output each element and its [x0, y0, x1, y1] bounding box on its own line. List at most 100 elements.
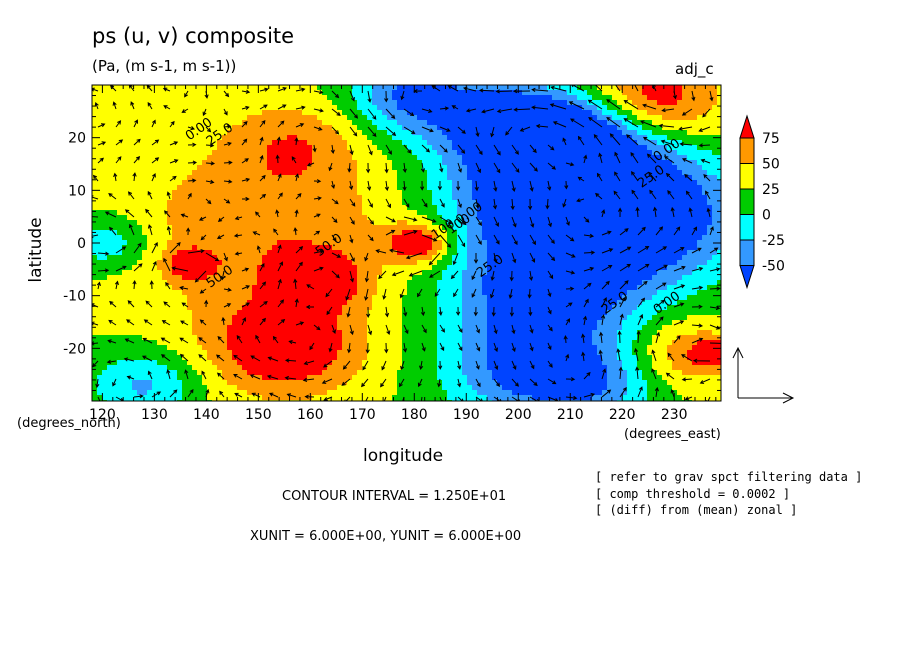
field-cell	[477, 270, 483, 276]
field-cell	[92, 265, 98, 271]
field-cell	[327, 220, 333, 226]
field-cell	[202, 290, 208, 296]
field-cell	[217, 245, 223, 251]
field-cell	[252, 85, 258, 91]
field-cell	[97, 290, 103, 296]
field-cell	[462, 355, 468, 361]
field-cell	[252, 290, 258, 296]
field-cell	[242, 100, 248, 106]
field-cell	[412, 225, 418, 231]
field-cell	[127, 310, 133, 316]
field-cell	[292, 275, 298, 281]
field-cell	[212, 180, 218, 186]
field-cell	[192, 260, 198, 266]
field-cell	[257, 190, 263, 196]
field-cell	[277, 320, 283, 326]
field-cell	[402, 135, 408, 141]
field-cell	[137, 270, 143, 276]
field-cell	[157, 265, 163, 271]
field-cell	[127, 255, 133, 261]
field-cell	[252, 280, 258, 286]
field-cell	[272, 140, 278, 146]
field-cell	[222, 100, 228, 106]
field-cell	[457, 270, 463, 276]
field-cell	[252, 265, 258, 271]
field-cell	[332, 145, 338, 151]
field-cell	[437, 230, 443, 236]
field-cell	[157, 95, 163, 101]
field-cell	[232, 320, 238, 326]
field-cell	[382, 345, 388, 351]
field-cell	[452, 145, 458, 151]
field-cell	[97, 210, 103, 216]
field-cell	[337, 245, 343, 251]
field-cell	[212, 245, 218, 251]
field-cell	[137, 305, 143, 311]
field-cell	[92, 390, 98, 396]
field-cell	[227, 220, 233, 226]
field-cell	[157, 335, 163, 341]
field-cell	[177, 250, 183, 256]
field-cell	[177, 115, 183, 121]
field-cell	[252, 170, 258, 176]
field-cell	[287, 180, 293, 186]
field-cell	[402, 205, 408, 211]
field-cell	[197, 370, 203, 376]
field-cell	[277, 370, 283, 376]
field-cell	[312, 240, 318, 246]
field-cell	[342, 295, 348, 301]
field-cell	[287, 300, 293, 306]
field-cell	[237, 380, 243, 386]
field-cell	[337, 370, 343, 376]
field-cell	[92, 250, 98, 256]
field-cell	[112, 385, 118, 391]
field-cell	[422, 140, 428, 146]
field-cell	[202, 345, 208, 351]
field-cell	[362, 175, 368, 181]
field-cell	[277, 235, 283, 241]
field-cell	[117, 385, 123, 391]
field-cell	[187, 340, 193, 346]
field-cell	[477, 175, 483, 181]
field-cell	[197, 100, 203, 106]
field-cell	[417, 390, 423, 396]
field-cell	[332, 375, 338, 381]
field-cell	[172, 220, 178, 226]
field-cell	[177, 395, 183, 401]
field-cell	[322, 240, 328, 246]
field-cell	[452, 255, 458, 261]
field-cell	[397, 140, 403, 146]
field-cell	[242, 185, 248, 191]
field-cell	[172, 150, 178, 156]
field-cell	[357, 370, 363, 376]
field-cell	[242, 250, 248, 256]
field-cell	[127, 220, 133, 226]
field-cell	[407, 195, 413, 201]
field-cell	[262, 365, 268, 371]
field-cell	[227, 280, 233, 286]
field-cell	[352, 245, 358, 251]
field-cell	[192, 330, 198, 336]
field-cell	[407, 340, 413, 346]
field-cell	[412, 370, 418, 376]
field-cell	[457, 280, 463, 286]
field-cell	[227, 355, 233, 361]
field-cell	[132, 300, 138, 306]
field-cell	[362, 130, 368, 136]
field-cell	[272, 175, 278, 181]
field-cell	[362, 320, 368, 326]
field-cell	[262, 325, 268, 331]
field-cell	[367, 145, 373, 151]
field-cell	[312, 215, 318, 221]
field-cell	[117, 310, 123, 316]
field-cell	[202, 175, 208, 181]
field-cell	[407, 155, 413, 161]
field-cell	[312, 255, 318, 261]
field-cell	[447, 165, 453, 171]
field-cell	[362, 330, 368, 336]
field-cell	[167, 140, 173, 146]
field-cell	[132, 95, 138, 101]
field-cell	[217, 360, 223, 366]
field-cell	[377, 390, 383, 396]
field-cell	[122, 170, 128, 176]
